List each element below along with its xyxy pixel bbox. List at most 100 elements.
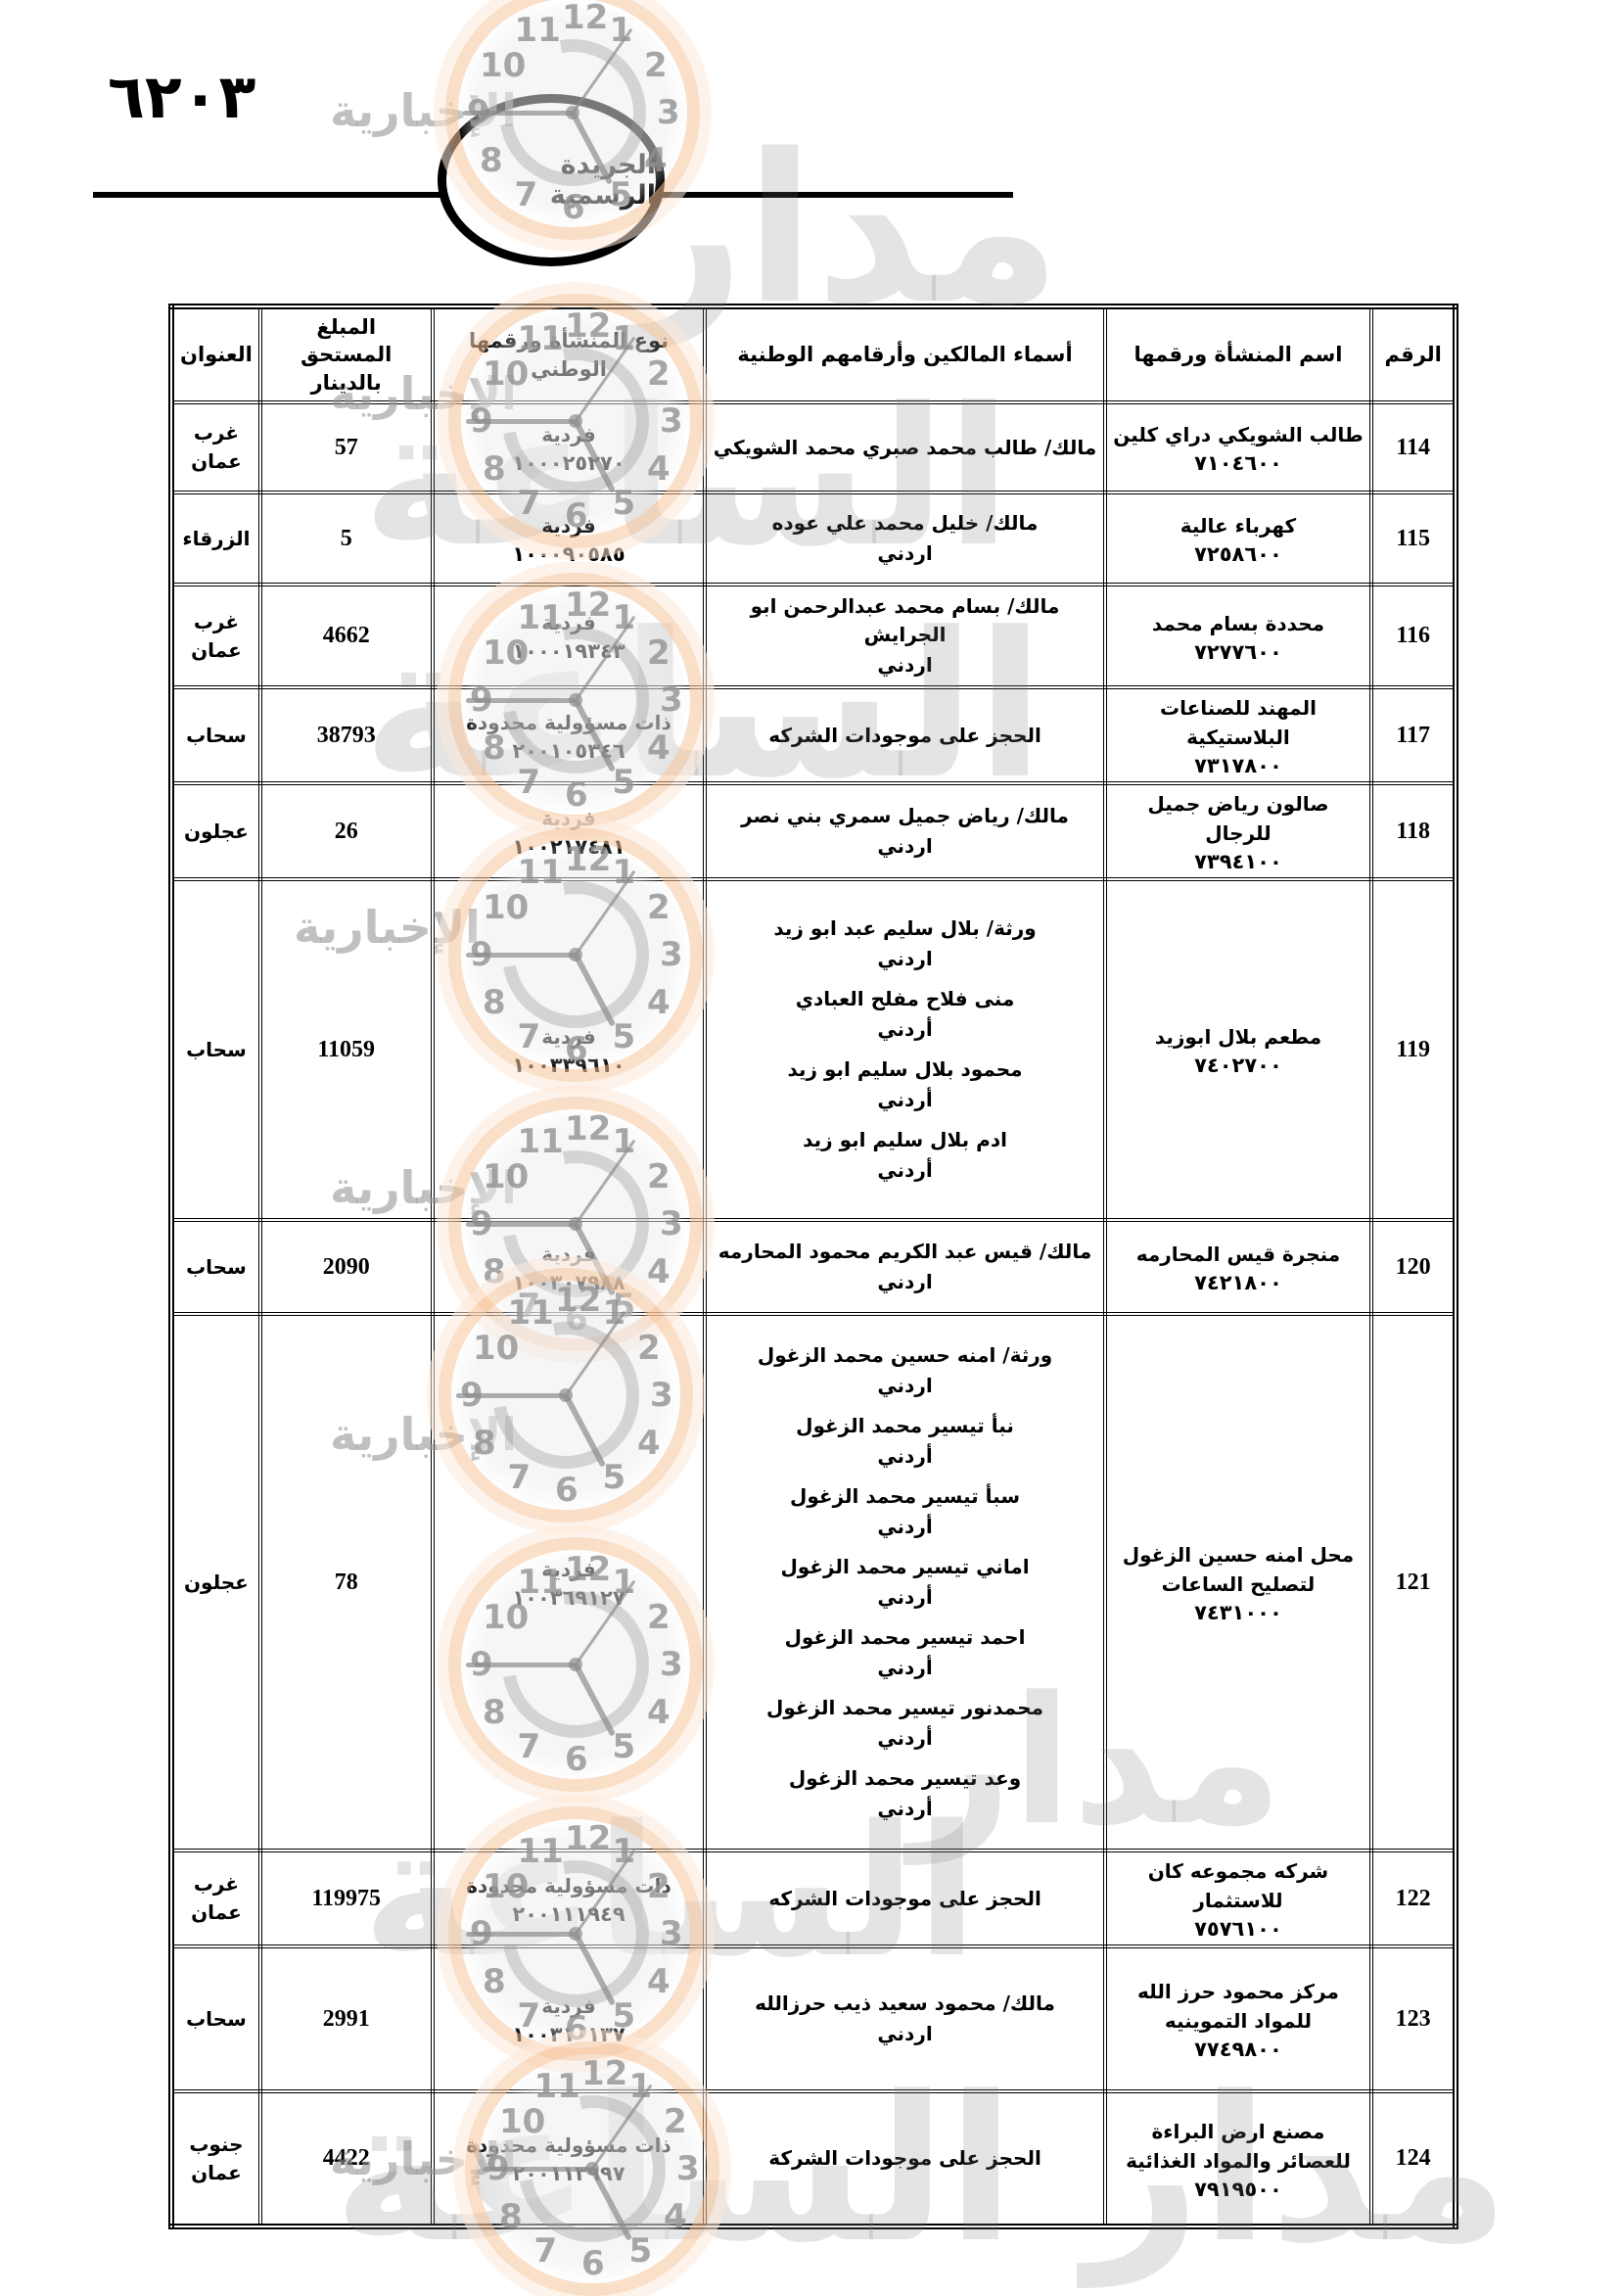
owner-nationality: أردني xyxy=(877,1797,933,1821)
establishment-cell: صالون رياض جميل للرجال ٧٣٩٤١٠٠ xyxy=(1102,781,1374,882)
owner-name: مالك/ طالب محمد صبري محمد الشويكي xyxy=(713,435,1097,459)
owners-cell: مالك/ قيس عبد الكريم محمود المحارمه اردن… xyxy=(703,1218,1107,1317)
owners-cell: ورثة/ بلال سليم عبد ابو زيد اردني منى فل… xyxy=(703,877,1107,1223)
clock-numeral: 11 xyxy=(514,10,561,50)
seizure-table: الرقم اسم المنشأة ورقمها أسماء المالكين … xyxy=(168,304,1458,2230)
table-row: 122 شركه مجموعه كان للاستثمار ٧٥٧٦١٠٠ ال… xyxy=(169,1849,1457,1949)
establishment-name: صالون رياض جميل للرجال xyxy=(1147,792,1329,846)
table-row: 120 منجرة قيس المحارمه ٧٤٢١٨٠٠ مالك/ قيس… xyxy=(169,1218,1457,1317)
amount-cell: 78 xyxy=(257,1312,435,1853)
owner-nationality: أردني xyxy=(877,1726,933,1751)
address-cell: غرب عمان xyxy=(169,583,262,690)
header-type: نوع المنشأة ورقمها الوطني xyxy=(430,304,708,405)
type-label: فردية xyxy=(541,1242,596,1266)
address-cell: عجلون xyxy=(169,781,262,882)
owner-name: الحجز على موجودات الشركة xyxy=(768,2146,1041,2171)
type-label: فردية xyxy=(541,1557,596,1581)
address-cell: سحاب xyxy=(169,877,262,1223)
establishment-name: المهند للصناعات البلاستيكية xyxy=(1159,696,1317,750)
establishment-cell: مصنع ارض البراءة للعصائر والمواد الغذائي… xyxy=(1102,2089,1374,2229)
owner-name: محمود بلال سليم ابو زيد xyxy=(787,1057,1023,1082)
type-label: ذات مسؤولية محدودة xyxy=(466,1873,671,1898)
row-number-cell: 114 xyxy=(1369,400,1457,495)
row-number-cell: 118 xyxy=(1369,781,1457,882)
address-cell: سحاب xyxy=(169,1945,262,2094)
type-cell: فردية ١٠٠٣٠٧٩٨٨ xyxy=(430,1218,708,1317)
establishment-cell: شركه مجموعه كان للاستثمار ٧٥٧٦١٠٠ xyxy=(1102,1849,1374,1949)
establishment-name: محددة بسام محمد xyxy=(1151,611,1325,635)
address-cell: غرب عمان xyxy=(169,400,262,495)
type-label: ذات مسؤولية محدودة xyxy=(466,2133,671,2158)
owner-nationality: اردني xyxy=(877,1374,933,1398)
type-cell: فردية ١٠٠٣١٠١٣٧ xyxy=(430,1945,708,2094)
type-number: ١٠٠٠٢٥٢٧٠ xyxy=(512,450,625,475)
establishment-number: ٧٣٩٤١٠٠ xyxy=(1194,850,1282,874)
establishment-number: ٧٩١٩٥٠٠ xyxy=(1194,2177,1282,2201)
row-number-cell: 117 xyxy=(1369,685,1457,786)
establishment-name: شركه مجموعه كان للاستثمار xyxy=(1147,1859,1329,1913)
row-number-cell: 120 xyxy=(1369,1218,1457,1317)
type-number: ٢٠٠١١٣٩٩٧ xyxy=(512,2162,625,2186)
table-row: 123 مركز محمود حرز الله للمواد التموينيه… xyxy=(169,1945,1457,2094)
type-label: ذات مسؤولية محدودة xyxy=(466,710,671,734)
type-label: فردية xyxy=(541,422,596,446)
owner-name: مالك/ رياض جميل سمري بني نصر xyxy=(741,804,1069,828)
establishment-cell: منجرة قيس المحارمه ٧٤٢١٨٠٠ xyxy=(1102,1218,1374,1317)
row-number-cell: 123 xyxy=(1369,1945,1457,2094)
type-number: ١٠٠٠٩٠٥٨٥ xyxy=(512,541,625,566)
type-number: ١٠٠٣٠٧٩٨٨ xyxy=(512,1270,625,1294)
row-number-cell: 122 xyxy=(1369,1849,1457,1949)
owners-cell: الحجز على موجودات الشركة xyxy=(703,2089,1107,2229)
type-label: فردية xyxy=(541,611,596,635)
header-no: الرقم xyxy=(1369,304,1457,405)
owners-cell: الحجز على موجودات الشركه xyxy=(703,1849,1107,1949)
row-number-cell: 115 xyxy=(1369,491,1457,587)
clock-numeral: 6 xyxy=(581,2244,605,2283)
clock-numeral: 5 xyxy=(628,2231,653,2271)
establishment-number: ٧٢٥٨٦٠٠ xyxy=(1194,542,1282,567)
clock-numeral: 10 xyxy=(479,45,527,85)
owner-name: سبأ تيسير محمد الزغول xyxy=(790,1484,1020,1509)
owner-name: محمدنور تيسير محمد الزغول xyxy=(766,1696,1043,1720)
address-cell: سحاب xyxy=(169,685,262,786)
table-row: 115 كهرباء عالية ٧٢٥٨٦٠٠ مالك/ خليل محمد… xyxy=(169,491,1457,587)
amount-cell: 119975 xyxy=(257,1849,435,1949)
owner-nationality: اردني xyxy=(877,1270,933,1294)
owners-cell: مالك/ بسام محمد عبدالرحمن ابو الجرايش ار… xyxy=(703,583,1107,690)
watermark-brand-text: مدار xyxy=(626,110,1062,350)
row-number-cell: 119 xyxy=(1369,877,1457,1223)
address-cell: غرب عمان xyxy=(169,1849,262,1949)
type-number: ١٠٠٣٦٩١٢٧ xyxy=(512,1585,625,1610)
gazette-banner-title: الجريدة الرسمية xyxy=(549,150,656,211)
establishment-number: ٧١٠٤٦٠٠ xyxy=(1194,451,1282,476)
owner-nationality: أردني xyxy=(877,1585,933,1610)
establishment-number: ٧٢٧٧٦٠٠ xyxy=(1194,639,1282,664)
address-cell: جنوب عمان xyxy=(169,2089,262,2229)
type-cell: فردية ١٠٠٠٩٠٥٨٥ xyxy=(430,491,708,587)
establishment-name: محل امنه حسين الزغول لتصليح الساعات xyxy=(1122,1543,1355,1597)
address-cell: عجلون xyxy=(169,1312,262,1853)
owner-name: احمد تيسير محمد الزغول xyxy=(784,1625,1026,1650)
amount-cell: 5 xyxy=(257,491,435,587)
header-address: العنوان xyxy=(169,304,262,405)
address-cell: سحاب xyxy=(169,1218,262,1317)
type-number: ٢٠٠١١١٩٤٩ xyxy=(512,1901,625,1926)
establishment-cell: المهند للصناعات البلاستيكية ٧٣١٧٨٠٠ xyxy=(1102,685,1374,786)
establishment-cell: طالب الشويكي دراي كلين ٧١٠٤٦٠٠ xyxy=(1102,400,1374,495)
type-label: فردية xyxy=(541,1024,596,1049)
table-row: 114 طالب الشويكي دراي كلين ٧١٠٤٦٠٠ مالك/… xyxy=(169,400,1457,495)
type-cell: فردية ١٠٠٠١٩٣٤٣ xyxy=(430,583,708,690)
type-cell: ذات مسؤولية محدودة ٢٠٠١٠٥٣٤٦ xyxy=(430,685,708,786)
amount-cell: 11059 xyxy=(257,877,435,1223)
owner-name: مالك/ خليل محمد علي عوده xyxy=(771,511,1039,536)
establishment-cell: كهرباء عالية ٧٢٥٨٦٠٠ xyxy=(1102,491,1374,587)
table-row: 124 مصنع ارض البراءة للعصائر والمواد الغ… xyxy=(169,2089,1457,2229)
type-cell: فردية ١٠٠٣٣٩٦١٠ xyxy=(430,877,708,1223)
owner-nationality: أردني xyxy=(877,1088,933,1112)
type-label: فردية xyxy=(541,806,596,830)
owners-cell: مالك/ خليل محمد علي عوده اردني xyxy=(703,491,1107,587)
establishment-cell: محل امنه حسين الزغول لتصليح الساعات ٧٤٣١… xyxy=(1102,1312,1374,1853)
establishment-name: مصنع ارض البراءة للعصائر والمواد الغذائي… xyxy=(1126,2119,1351,2173)
owner-name: نبأ تيسير محمد الزغول xyxy=(796,1414,1014,1438)
establishment-name: منجرة قيس المحارمه xyxy=(1135,1242,1341,1267)
